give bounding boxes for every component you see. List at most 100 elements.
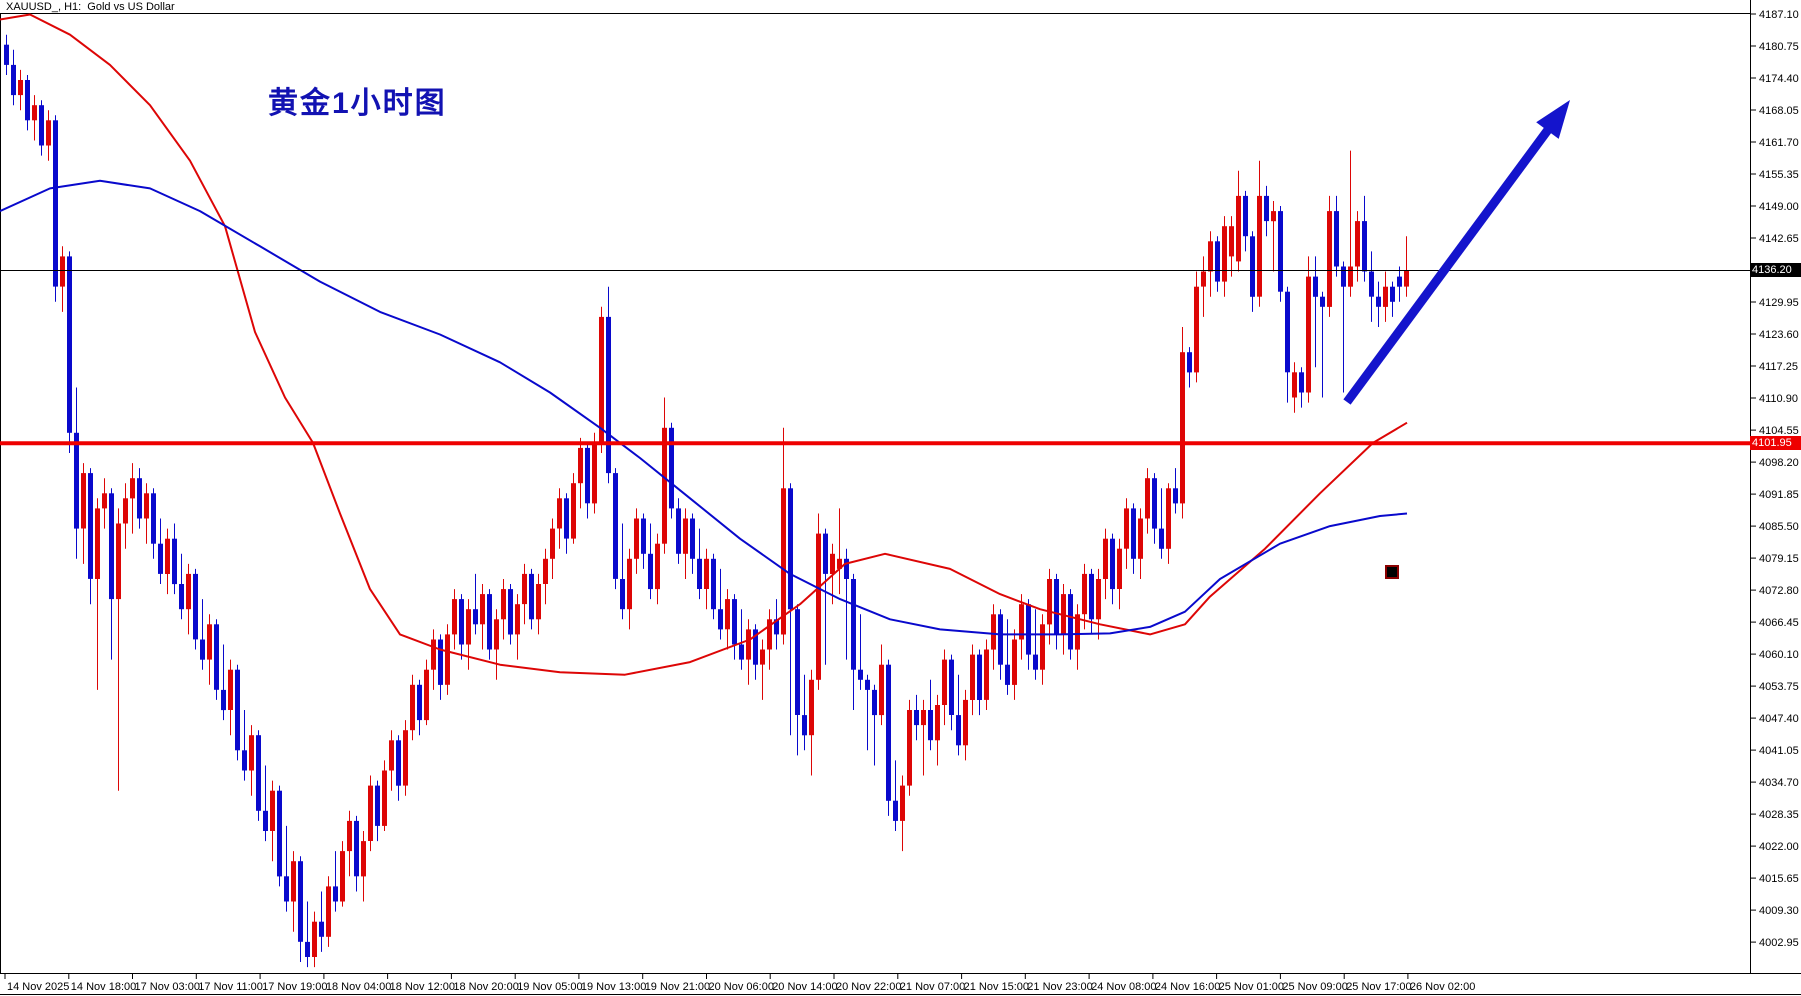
time-tick-label[interactable]: 25 Nov 17:00 [1346,981,1411,993]
candle [1348,150,1353,297]
time-tick-label[interactable]: 17 Nov 03:00 [135,981,200,993]
time-tick-label[interactable]: 20 Nov 06:00 [709,981,774,993]
price-tick-label[interactable]: 4110.90 [1759,393,1798,405]
time-tick-label[interactable]: 19 Nov 05:00 [517,981,582,993]
time-tick-label[interactable]: 17 Nov 11:00 [198,981,263,993]
candle [1250,231,1255,312]
price-tick-label[interactable]: 4072.80 [1759,585,1799,597]
chart-annotation-text[interactable]: 黄金1小时图 [268,87,447,120]
price-tick-label[interactable]: 4187.10 [1759,9,1799,21]
price-tick-label[interactable]: 4028.35 [1759,809,1799,821]
candle [480,584,485,650]
price-tick-label[interactable]: 4123.60 [1759,329,1799,341]
price-tick-label[interactable]: 4098.20 [1759,457,1799,469]
time-tick-label[interactable]: 18 Nov 20:00 [453,981,518,993]
candle [781,427,786,645]
price-tick-label[interactable]: 4047.40 [1759,713,1799,725]
candle [851,573,856,710]
price-tick-label[interactable]: 4053.75 [1759,681,1799,693]
price-tick-label[interactable]: 4015.65 [1759,873,1799,885]
candle [67,251,72,453]
price-tick-label[interactable]: 4041.05 [1759,745,1799,757]
candle [1089,568,1094,635]
candle [557,488,562,549]
candle [536,573,541,635]
price-tick-label[interactable]: 4161.70 [1759,137,1799,149]
candle [221,644,226,721]
price-tick-label[interactable]: 4104.55 [1759,425,1799,437]
candle [1117,538,1122,610]
price-tick-label[interactable]: 4129.95 [1759,297,1799,309]
time-tick-label[interactable]: 24 Nov 16:00 [1155,981,1220,993]
price-tick-label[interactable]: 4079.15 [1759,553,1799,565]
candle [704,548,709,610]
candle [858,614,863,690]
price-tick-label[interactable]: 4009.30 [1759,905,1799,917]
candle [459,594,464,660]
candle [767,609,772,670]
candle [1152,473,1157,544]
candle [466,599,471,670]
candle [872,684,877,766]
candle [18,69,23,111]
price-tick-label[interactable]: 4149.00 [1759,201,1799,213]
price-tick-label[interactable]: 4168.05 [1759,105,1799,117]
candle [718,568,723,640]
price-tick-label[interactable]: 4174.40 [1759,73,1799,85]
candle [186,563,191,635]
time-tick-label[interactable]: 17 Nov 19:00 [262,981,327,993]
price-tick-label[interactable]: 4022.00 [1759,841,1799,853]
candle [585,442,590,519]
candle [970,644,975,716]
time-tick-label[interactable]: 20 Nov 14:00 [772,981,837,993]
candle [774,599,779,650]
price-tick-label[interactable]: 4155.35 [1759,169,1799,181]
candle [886,659,891,816]
time-tick-label[interactable]: 24 Nov 08:00 [1091,981,1156,993]
price-tick-label[interactable]: 4085.50 [1759,521,1799,533]
candle [1201,256,1206,317]
candle [606,286,611,484]
time-tick-label[interactable]: 21 Nov 07:00 [900,981,965,993]
time-tick-label[interactable]: 14 Nov 18:00 [71,981,136,993]
candle [417,679,422,736]
time-tick-label[interactable]: 21 Nov 23:00 [1027,981,1092,993]
candle [256,730,261,821]
candle [102,478,107,529]
candle [1320,291,1325,398]
candle [1159,488,1164,559]
price-tick-label[interactable]: 4066.45 [1759,617,1799,629]
candle [529,568,534,630]
price-tick-label[interactable]: 4180.75 [1759,41,1799,53]
time-tick-label[interactable]: 18 Nov 12:00 [390,981,455,993]
time-tick-label[interactable]: 18 Nov 04:00 [326,981,391,993]
candle [1271,201,1276,272]
price-tick-label[interactable]: 4142.65 [1759,233,1799,245]
price-tick-label[interactable]: 4002.95 [1759,937,1799,949]
price-tick-label[interactable]: 4034.70 [1759,777,1799,789]
time-tick-label[interactable]: 26 Nov 02:00 [1410,981,1475,993]
price-tick-label[interactable]: 4060.10 [1759,649,1799,661]
time-tick-label[interactable]: 25 Nov 09:00 [1282,981,1347,993]
time-tick-label[interactable]: 21 Nov 15:00 [964,981,1029,993]
candle [1362,195,1367,282]
price-tick-label[interactable]: 4091.85 [1759,489,1799,501]
candle [1047,568,1052,645]
candle [998,609,1003,680]
candle [1369,251,1374,322]
candle [452,589,457,650]
time-tick-label[interactable]: 20 Nov 22:00 [836,981,901,993]
time-tick-label[interactable]: 14 Nov 2025 [7,981,69,993]
time-tick-label[interactable]: 25 Nov 01:00 [1219,981,1284,993]
candle [193,568,198,650]
time-tick-label[interactable]: 19 Nov 21:00 [645,981,710,993]
object-anchor-dot[interactable] [1385,565,1399,579]
price-tick-label[interactable]: 4117.25 [1759,361,1798,373]
candle [1334,195,1339,277]
trend-arrow[interactable] [1343,100,1570,405]
candle [928,679,933,751]
candle [788,483,793,736]
time-tick-label[interactable]: 19 Nov 13:00 [581,981,646,993]
